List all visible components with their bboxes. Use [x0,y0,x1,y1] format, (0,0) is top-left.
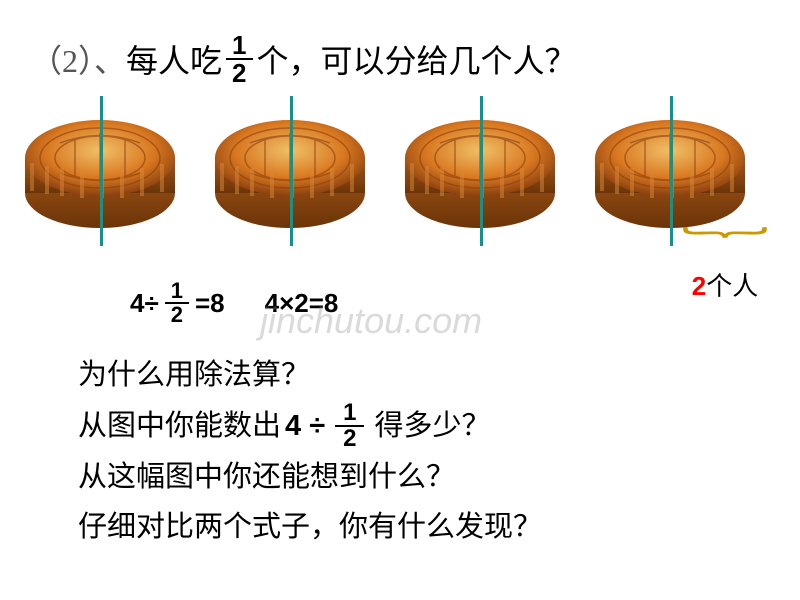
brace-count: 2 [692,271,706,301]
eq1-fraction: 1 2 [165,280,189,326]
cakes-row [20,108,750,238]
question-text: （2）、 每人吃 1 2 个，可以分给几个人？ [30,32,577,86]
cake-divider [290,96,293,246]
cake-divider [670,96,673,246]
discussion-text: 为什么用除法算？ 从图中你能数出 4 ÷ 1 2 得多少？ 从这幅图中你还能想到… [78,350,542,553]
question-fraction: 1 2 [226,32,252,86]
mooncake-1 [20,108,180,238]
question-part1: 每人吃 [126,36,222,82]
inline-fraction: 1 2 [335,401,364,451]
equation-1: 4÷ 1 2 =8 [130,280,225,326]
mooncake-4 [590,108,750,238]
inline-expr: 4 ÷ [285,401,325,452]
eq2-text: 4×2=8 [265,288,339,319]
eq1-left: 4÷ [130,288,159,319]
text-line-1: 为什么用除法算？ [78,350,542,401]
brace-annotation: ︸ 2个人 [680,238,770,303]
eq1-right: =8 [195,288,225,319]
mooncake-2 [210,108,370,238]
mooncake-3 [400,108,560,238]
text-line-4: 仔细对比两个式子，你有什么发现？ [78,502,542,553]
cake-divider [100,96,103,246]
question-prefix: （2）、 [30,36,126,82]
brace-text: 个人 [706,272,758,301]
text-line-2: 从图中你能数出 4 ÷ 1 2 得多少？ [78,401,542,452]
question-part2: 个，可以分给几个人？ [257,36,577,82]
equation-2: 4×2=8 [265,288,339,319]
text-line-3: 从这幅图中你还能想到什么？ [78,452,542,503]
brace-label: 2个人 [680,266,770,303]
brace-symbol: ︸ [626,238,800,258]
equations-row: 4÷ 1 2 =8 4×2=8 [130,280,338,326]
cake-divider [480,96,483,246]
